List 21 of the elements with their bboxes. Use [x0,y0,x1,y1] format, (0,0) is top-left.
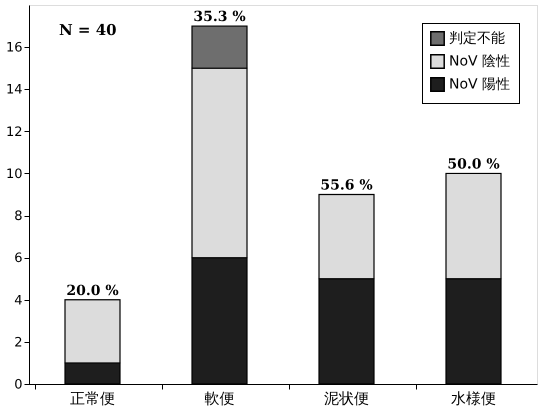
annotation: N = 40 [59,21,117,39]
y-tick-label: 6 [14,251,22,266]
y-tick-label: 2 [14,335,22,350]
y-tick-label: 14 [6,82,22,98]
y-tick-label: 4 [14,293,22,308]
y-tick-label: 0 [14,378,22,392]
annotation: 55.6 % [320,178,373,194]
y-tick-label: 12 [6,124,22,140]
annotation: 50.0 % [447,156,500,172]
legend-label: NoV 陽性 [449,76,510,92]
x-tick-label: 泥状便 [324,390,369,408]
y-tick-label: 8 [14,209,22,224]
y-tick-label: 10 [6,166,22,182]
annotation: 35.3 % [193,9,246,26]
legend-label: 判定不能 [449,30,505,46]
y-tick-label: 16 [6,40,22,56]
legend-label: NoV 陰性 [449,54,510,70]
x-tick-label: 軟便 [204,390,234,408]
annotation: 20.0 % [66,282,119,299]
x-tick-label: 正常便 [70,390,115,408]
x-tick-label: 水様便 [451,390,496,408]
